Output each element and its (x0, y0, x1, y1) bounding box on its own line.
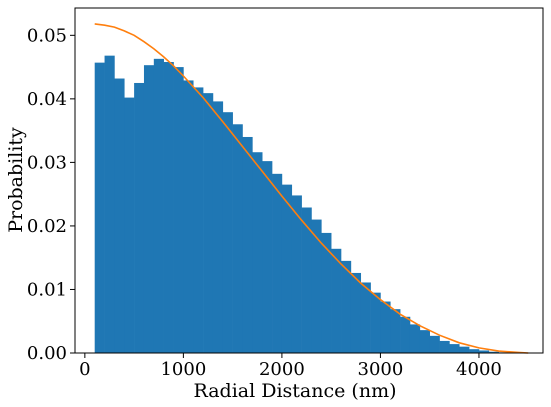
histogram-bar (380, 301, 391, 353)
y-tick-label: 0.05 (27, 25, 67, 46)
histogram-bar (301, 207, 312, 353)
plot-frame (74, 7, 544, 354)
histogram-bar (419, 330, 430, 353)
y-axis-label: Probability (5, 127, 27, 233)
x-tick-label: 4000 (456, 359, 502, 380)
histogram-bar (222, 112, 233, 353)
histogram-bar (262, 161, 273, 353)
histogram-bar (272, 173, 283, 353)
histogram-bar (449, 344, 460, 353)
histogram-bar (360, 282, 371, 353)
y-tick-label: 0.01 (27, 279, 67, 300)
histogram-bar (341, 260, 352, 353)
histogram-bar (469, 349, 480, 353)
y-axis-ticks: 0.00 0.01 0.02 0.03 0.04 0.05 (27, 25, 75, 364)
histogram-bar (409, 324, 421, 353)
histogram-bar (193, 87, 204, 353)
histogram-bar (252, 152, 263, 353)
histogram-bar (104, 55, 115, 353)
histogram-bar (321, 232, 332, 353)
x-tick-label: 2000 (259, 359, 305, 380)
histogram-bar (331, 248, 342, 353)
histogram-bar (173, 67, 184, 354)
y-tick-label: 0.00 (27, 343, 67, 364)
histogram-bar (203, 93, 214, 353)
histogram-bar (94, 62, 105, 354)
x-tick-label: 3000 (358, 359, 404, 380)
histogram-bar (124, 97, 135, 353)
fit-curve (94, 23, 529, 354)
histogram-bar (350, 272, 362, 353)
x-tick-label: 0 (79, 359, 90, 380)
histogram-bar (242, 136, 253, 353)
histogram-bar (153, 58, 164, 353)
x-tick-label: 1000 (160, 359, 206, 380)
histogram-bar (143, 65, 155, 354)
histogram-bars (94, 55, 509, 354)
histogram-bar (281, 184, 293, 353)
histogram-bar (163, 62, 174, 353)
x-axis-label: Radial Distance (nm) (193, 380, 396, 402)
histogram-bar (232, 124, 243, 353)
histogram-bar (400, 316, 411, 353)
histogram-bar (390, 309, 401, 353)
y-tick-label: 0.04 (27, 89, 67, 110)
histogram-bar (134, 82, 145, 353)
y-tick-label: 0.03 (27, 152, 67, 173)
histogram-bar (291, 195, 302, 353)
histogram-bar (459, 346, 470, 353)
y-tick-label: 0.02 (27, 216, 67, 237)
histogram-bar (311, 219, 322, 353)
histogram-bar (212, 101, 224, 353)
histogram-bar (114, 78, 125, 353)
histogram-bar (429, 335, 440, 353)
histogram-bar (439, 340, 450, 353)
histogram-bar (488, 351, 499, 353)
histogram-bar (370, 292, 381, 353)
histogram-bar (183, 80, 194, 353)
histogram-bar (478, 350, 490, 353)
x-axis-ticks: 0 1000 2000 3000 4000 (79, 353, 502, 380)
